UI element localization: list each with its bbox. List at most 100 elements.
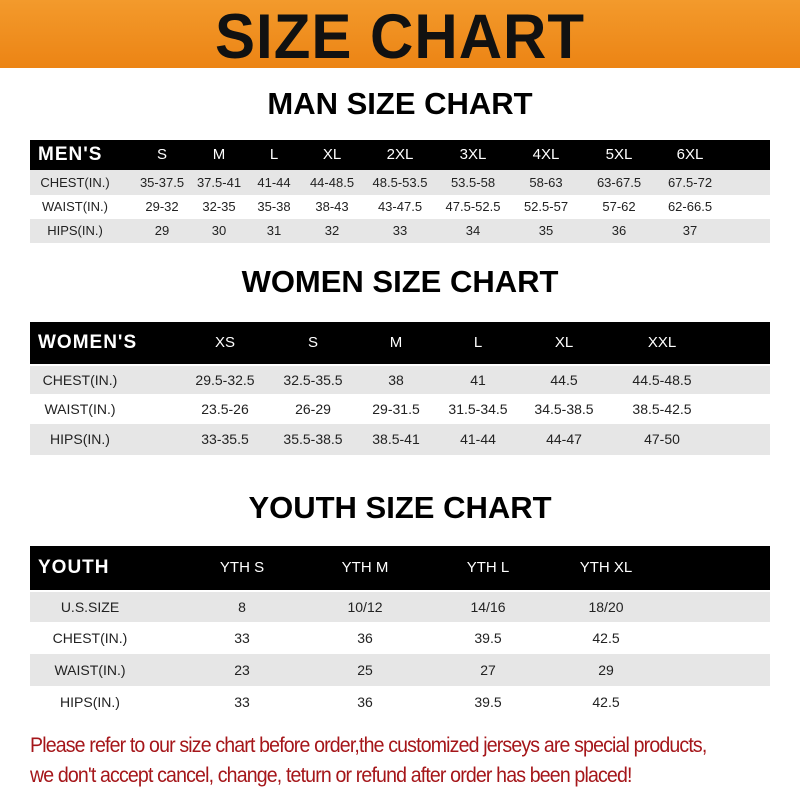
table-cell: 38-43 (315, 199, 349, 214)
table-row: WAIST(IN.) 23 25 27 29 (30, 654, 770, 686)
table-cell: 41 (470, 372, 486, 388)
size-header-cell: XS (214, 334, 236, 351)
table-cell: 36 (357, 630, 373, 646)
table-cell: 33 (234, 630, 250, 646)
table-header-row: MEN'S S M L XL 2XL 3XL 4XL 5XL 6XL (30, 140, 770, 170)
table-row: HIPS(IN.) 29 30 31 32 33 34 35 36 37 (30, 219, 770, 243)
table-cell: 25 (357, 662, 373, 678)
size-header-cell: YTH S (219, 559, 265, 576)
table-row: CHEST(IN.) 35-37.5 37.5-41 41-44 44-48.5 48.5… (30, 170, 770, 195)
table-header-label: WOMEN'S (38, 332, 138, 353)
table-cell: 23.5-26 (201, 401, 249, 417)
table-cell: 42.5 (592, 630, 620, 646)
table-cell: 30 (211, 223, 227, 238)
size-header-cell: YTH M (341, 559, 389, 576)
footer-notice-line-2: we don't accept cancel, change, teturn o… (30, 764, 632, 787)
table-cell: 35-38 (257, 199, 291, 214)
size-header-cell: YTH L (466, 559, 510, 576)
table-cell: 58-63 (529, 175, 563, 190)
size-header-cell: L (269, 146, 279, 163)
size-header-cell: 2XL (386, 146, 414, 163)
table-cell: 41-44 (257, 175, 291, 190)
table-cell: 33 (392, 223, 408, 238)
table-cell: 57-62 (602, 199, 636, 214)
table-cell: 48.5-53.5 (372, 175, 428, 190)
table-row: HIPS(IN.) 33 36 39.5 42.5 (30, 686, 770, 718)
table-cell: 44-47 (546, 431, 582, 447)
youth-section-title: YOUTH SIZE CHART (248, 490, 552, 525)
table-cell: 37 (682, 223, 698, 238)
table-cell: 42.5 (592, 694, 620, 710)
table-cell: 38.5-42.5 (632, 401, 692, 417)
size-header-cell: S (307, 334, 319, 351)
table-cell: 27 (480, 662, 496, 678)
measurement-label: WAIST(IN.) (44, 401, 116, 417)
table-cell: 18/20 (588, 599, 624, 615)
table-cell: 36 (611, 223, 627, 238)
table-cell: 35-37.5 (139, 175, 185, 190)
banner: SIZE CHART (0, 0, 800, 72)
size-header-cell: M (212, 146, 226, 163)
table-header-row: WOMEN'S XS S M L XL XXL (30, 322, 770, 364)
banner-title: SIZE CHART (215, 1, 585, 72)
size-header-cell: 3XL (459, 146, 487, 163)
table-cell: 44-48.5 (309, 175, 355, 190)
table-cell: 43-47.5 (377, 199, 423, 214)
men-section-title: MAN SIZE CHART (267, 86, 533, 121)
table-cell: 8 (238, 599, 246, 615)
table-row: WAIST(IN.) 23.5-26 26-29 29-31.5 31.5-34.5 34… (30, 394, 770, 424)
measurement-label: WAIST(IN.) (42, 199, 108, 214)
table-cell: 32 (324, 223, 340, 238)
table-cell: 47-50 (644, 431, 680, 447)
table-cell: 29-31.5 (372, 401, 420, 417)
table-cell: 32.5-35.5 (283, 372, 343, 388)
size-header-cell: M (389, 334, 403, 351)
size-header-cell: 6XL (676, 146, 704, 163)
table-cell: 34.5-38.5 (534, 401, 594, 417)
table-cell: 34 (465, 223, 481, 238)
table-cell: 31 (266, 223, 282, 238)
size-header-cell: XL (322, 146, 342, 163)
table-row: WAIST(IN.) 29-32 32-35 35-38 38-43 43-47.5 47.… (30, 195, 770, 219)
table-cell: 39.5 (474, 630, 502, 646)
table-cell: 23 (234, 662, 250, 678)
table-cell: 41-44 (460, 431, 496, 447)
table-cell: 32-35 (202, 199, 236, 214)
table-cell: 10/12 (347, 599, 383, 615)
table-row: U.S.SIZE 8 10/12 14/16 18/20 (30, 592, 770, 622)
table-cell: 37.5-41 (196, 175, 242, 190)
measurement-label: CHEST(IN.) (42, 372, 118, 388)
table-row: CHEST(IN.) 33 36 39.5 42.5 (30, 622, 770, 654)
table-cell: 44.5 (550, 372, 578, 388)
table-cell: 53.5-58 (450, 175, 496, 190)
size-header-cell: XXL (647, 334, 677, 351)
measurement-label: HIPS(IN.) (60, 694, 120, 710)
table-cell: 35 (538, 223, 554, 238)
table-cell: 62-66.5 (667, 199, 713, 214)
table-cell: 63-67.5 (596, 175, 642, 190)
table-cell: 36 (357, 694, 373, 710)
size-header-cell: L (473, 334, 483, 351)
size-header-cell: XL (554, 334, 574, 351)
measurement-label: HIPS(IN.) (47, 223, 103, 238)
table-row: CHEST(IN.) 29.5-32.5 32.5-35.5 38 41 44.5 44.5… (30, 366, 770, 394)
size-header-cell: S (156, 146, 168, 163)
table-cell: 29.5-32.5 (195, 372, 255, 388)
table-cell: 52.5-57 (523, 199, 569, 214)
measurement-label: U.S.SIZE (60, 599, 120, 615)
table-cell: 44.5-48.5 (632, 372, 692, 388)
table-header-label: YOUTH (38, 557, 110, 578)
table-cell: 38.5-41 (372, 431, 420, 447)
table-cell: 29-32 (145, 199, 179, 214)
table-cell: 33 (234, 694, 250, 710)
table-cell: 29 (154, 223, 170, 238)
measurement-label: WAIST(IN.) (54, 662, 126, 678)
size-header-cell: 5XL (605, 146, 633, 163)
table-cell: 29 (598, 662, 614, 678)
size-header-cell: 4XL (532, 146, 560, 163)
measurement-label: HIPS(IN.) (50, 431, 110, 447)
table-cell: 39.5 (474, 694, 502, 710)
table-cell: 67.5-72 (667, 175, 713, 190)
table-cell: 38 (388, 372, 404, 388)
measurement-label: CHEST(IN.) (52, 630, 128, 646)
